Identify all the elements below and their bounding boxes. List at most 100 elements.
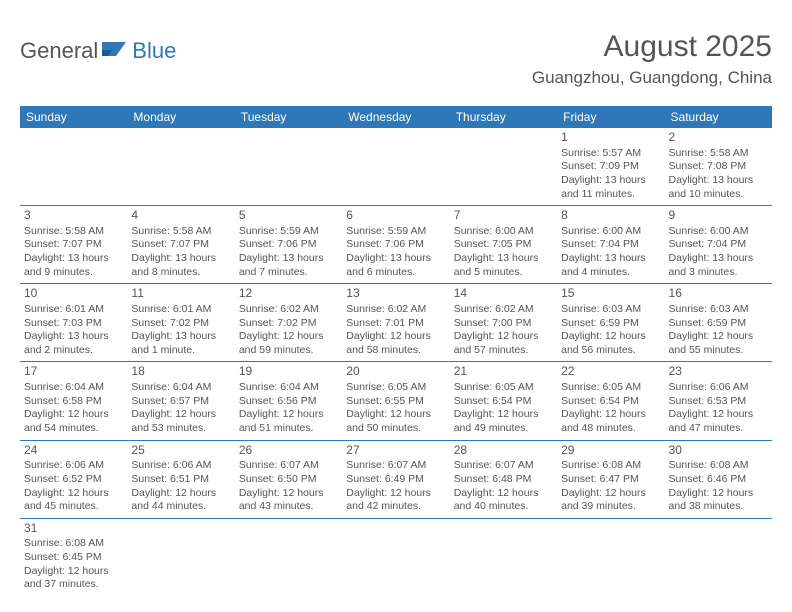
sunset-text: Sunset: 6:45 PM (24, 551, 123, 565)
calendar-day-cell: 9Sunrise: 6:00 AMSunset: 7:04 PMDaylight… (665, 206, 772, 284)
sunrise-text: Sunrise: 5:58 AM (24, 225, 123, 239)
sunset-text: Sunset: 7:03 PM (24, 317, 123, 331)
day-number: 10 (24, 286, 123, 302)
calendar-empty-cell (20, 128, 127, 206)
calendar-empty-cell (450, 518, 557, 596)
calendar-day-cell: 3Sunrise: 5:58 AMSunset: 7:07 PMDaylight… (20, 206, 127, 284)
sunset-text: Sunset: 6:47 PM (561, 473, 660, 487)
day-header: Tuesday (235, 106, 342, 128)
calendar-day-cell: 1Sunrise: 5:57 AMSunset: 7:09 PMDaylight… (557, 128, 664, 206)
calendar-day-cell: 17Sunrise: 6:04 AMSunset: 6:58 PMDayligh… (20, 362, 127, 440)
calendar-day-cell: 31Sunrise: 6:08 AMSunset: 6:45 PMDayligh… (20, 518, 127, 596)
daylight-text: Daylight: 12 hours and 42 minutes. (346, 487, 445, 514)
calendar-day-cell: 4Sunrise: 5:58 AMSunset: 7:07 PMDaylight… (127, 206, 234, 284)
day-number: 18 (131, 364, 230, 380)
daylight-text: Daylight: 12 hours and 56 minutes. (561, 330, 660, 357)
day-number: 27 (346, 443, 445, 459)
calendar-empty-cell (665, 518, 772, 596)
day-number: 26 (239, 443, 338, 459)
sunrise-text: Sunrise: 6:06 AM (669, 381, 768, 395)
sunset-text: Sunset: 7:05 PM (454, 238, 553, 252)
sunrise-text: Sunrise: 6:05 AM (454, 381, 553, 395)
sunrise-text: Sunrise: 6:06 AM (131, 459, 230, 473)
sunrise-text: Sunrise: 6:04 AM (24, 381, 123, 395)
day-number: 1 (561, 130, 660, 146)
sunrise-text: Sunrise: 6:05 AM (346, 381, 445, 395)
daylight-text: Daylight: 13 hours and 11 minutes. (561, 174, 660, 201)
day-number: 3 (24, 208, 123, 224)
calendar-day-cell: 10Sunrise: 6:01 AMSunset: 7:03 PMDayligh… (20, 284, 127, 362)
sunrise-text: Sunrise: 6:00 AM (454, 225, 553, 239)
sunrise-text: Sunrise: 5:58 AM (669, 147, 768, 161)
sunrise-text: Sunrise: 6:01 AM (131, 303, 230, 317)
sunrise-text: Sunrise: 6:07 AM (454, 459, 553, 473)
calendar-table: SundayMondayTuesdayWednesdayThursdayFrid… (20, 106, 772, 596)
daylight-text: Daylight: 12 hours and 47 minutes. (669, 408, 768, 435)
sunset-text: Sunset: 7:00 PM (454, 317, 553, 331)
calendar-day-cell: 22Sunrise: 6:05 AMSunset: 6:54 PMDayligh… (557, 362, 664, 440)
sunrise-text: Sunrise: 5:59 AM (346, 225, 445, 239)
day-number: 12 (239, 286, 338, 302)
daylight-text: Daylight: 13 hours and 6 minutes. (346, 252, 445, 279)
day-number: 19 (239, 364, 338, 380)
day-number: 6 (346, 208, 445, 224)
calendar-day-cell: 11Sunrise: 6:01 AMSunset: 7:02 PMDayligh… (127, 284, 234, 362)
sunrise-text: Sunrise: 6:02 AM (346, 303, 445, 317)
daylight-text: Daylight: 12 hours and 55 minutes. (669, 330, 768, 357)
daylight-text: Daylight: 12 hours and 57 minutes. (454, 330, 553, 357)
sunrise-text: Sunrise: 6:02 AM (454, 303, 553, 317)
flag-icon (102, 40, 128, 63)
sunrise-text: Sunrise: 6:03 AM (561, 303, 660, 317)
calendar-week-row: 31Sunrise: 6:08 AMSunset: 6:45 PMDayligh… (20, 518, 772, 596)
sunset-text: Sunset: 7:04 PM (669, 238, 768, 252)
sunrise-text: Sunrise: 5:57 AM (561, 147, 660, 161)
day-number: 25 (131, 443, 230, 459)
sunrise-text: Sunrise: 6:00 AM (561, 225, 660, 239)
calendar-empty-cell (127, 518, 234, 596)
calendar-day-cell: 30Sunrise: 6:08 AMSunset: 6:46 PMDayligh… (665, 440, 772, 518)
daylight-text: Daylight: 12 hours and 50 minutes. (346, 408, 445, 435)
sunset-text: Sunset: 6:57 PM (131, 395, 230, 409)
calendar-day-cell: 20Sunrise: 6:05 AMSunset: 6:55 PMDayligh… (342, 362, 449, 440)
sunset-text: Sunset: 6:54 PM (454, 395, 553, 409)
day-header: Sunday (20, 106, 127, 128)
calendar-empty-cell (342, 128, 449, 206)
month-title: August 2025 (532, 30, 772, 64)
sunset-text: Sunset: 7:06 PM (239, 238, 338, 252)
day-number: 13 (346, 286, 445, 302)
day-number: 2 (669, 130, 768, 146)
logo-text-blue: Blue (132, 38, 176, 64)
daylight-text: Daylight: 13 hours and 9 minutes. (24, 252, 123, 279)
calendar-day-cell: 8Sunrise: 6:00 AMSunset: 7:04 PMDaylight… (557, 206, 664, 284)
calendar-day-cell: 16Sunrise: 6:03 AMSunset: 6:59 PMDayligh… (665, 284, 772, 362)
sunset-text: Sunset: 6:56 PM (239, 395, 338, 409)
daylight-text: Daylight: 13 hours and 10 minutes. (669, 174, 768, 201)
day-header: Friday (557, 106, 664, 128)
daylight-text: Daylight: 13 hours and 5 minutes. (454, 252, 553, 279)
sunrise-text: Sunrise: 5:58 AM (131, 225, 230, 239)
sunrise-text: Sunrise: 6:08 AM (24, 537, 123, 551)
calendar-day-cell: 14Sunrise: 6:02 AMSunset: 7:00 PMDayligh… (450, 284, 557, 362)
sunset-text: Sunset: 6:59 PM (561, 317, 660, 331)
calendar-empty-cell (342, 518, 449, 596)
daylight-text: Daylight: 12 hours and 53 minutes. (131, 408, 230, 435)
calendar-day-cell: 5Sunrise: 5:59 AMSunset: 7:06 PMDaylight… (235, 206, 342, 284)
day-number: 15 (561, 286, 660, 302)
sunset-text: Sunset: 6:55 PM (346, 395, 445, 409)
daylight-text: Daylight: 12 hours and 51 minutes. (239, 408, 338, 435)
daylight-text: Daylight: 12 hours and 38 minutes. (669, 487, 768, 514)
title-block: August 2025 Guangzhou, Guangdong, China (532, 30, 772, 88)
calendar-day-cell: 26Sunrise: 6:07 AMSunset: 6:50 PMDayligh… (235, 440, 342, 518)
sunset-text: Sunset: 7:04 PM (561, 238, 660, 252)
sunrise-text: Sunrise: 6:04 AM (239, 381, 338, 395)
sunrise-text: Sunrise: 6:07 AM (346, 459, 445, 473)
daylight-text: Daylight: 12 hours and 49 minutes. (454, 408, 553, 435)
calendar-week-row: 24Sunrise: 6:06 AMSunset: 6:52 PMDayligh… (20, 440, 772, 518)
sunset-text: Sunset: 7:01 PM (346, 317, 445, 331)
sunrise-text: Sunrise: 6:00 AM (669, 225, 768, 239)
calendar-empty-cell (127, 128, 234, 206)
sunset-text: Sunset: 6:53 PM (669, 395, 768, 409)
daylight-text: Daylight: 13 hours and 7 minutes. (239, 252, 338, 279)
calendar-day-cell: 13Sunrise: 6:02 AMSunset: 7:01 PMDayligh… (342, 284, 449, 362)
calendar-day-cell: 23Sunrise: 6:06 AMSunset: 6:53 PMDayligh… (665, 362, 772, 440)
